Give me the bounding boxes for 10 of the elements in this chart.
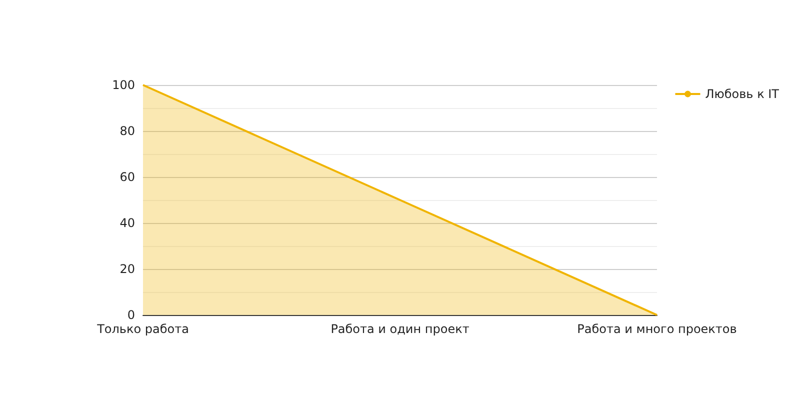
y-tick-label: 60 [120,170,135,184]
y-tick-label: 100 [112,78,135,92]
legend-label: Любовь к IT [705,87,780,101]
x-tick-label: Только работа [96,322,189,336]
x-tick-label: Работа и один проект [330,322,470,336]
y-tick-label: 80 [120,124,135,138]
y-tick-label: 20 [120,262,135,276]
x-tick-label: Работа и много проектов [577,322,737,336]
y-tick-label: 40 [120,216,135,230]
y-tick-label: 0 [127,308,135,322]
